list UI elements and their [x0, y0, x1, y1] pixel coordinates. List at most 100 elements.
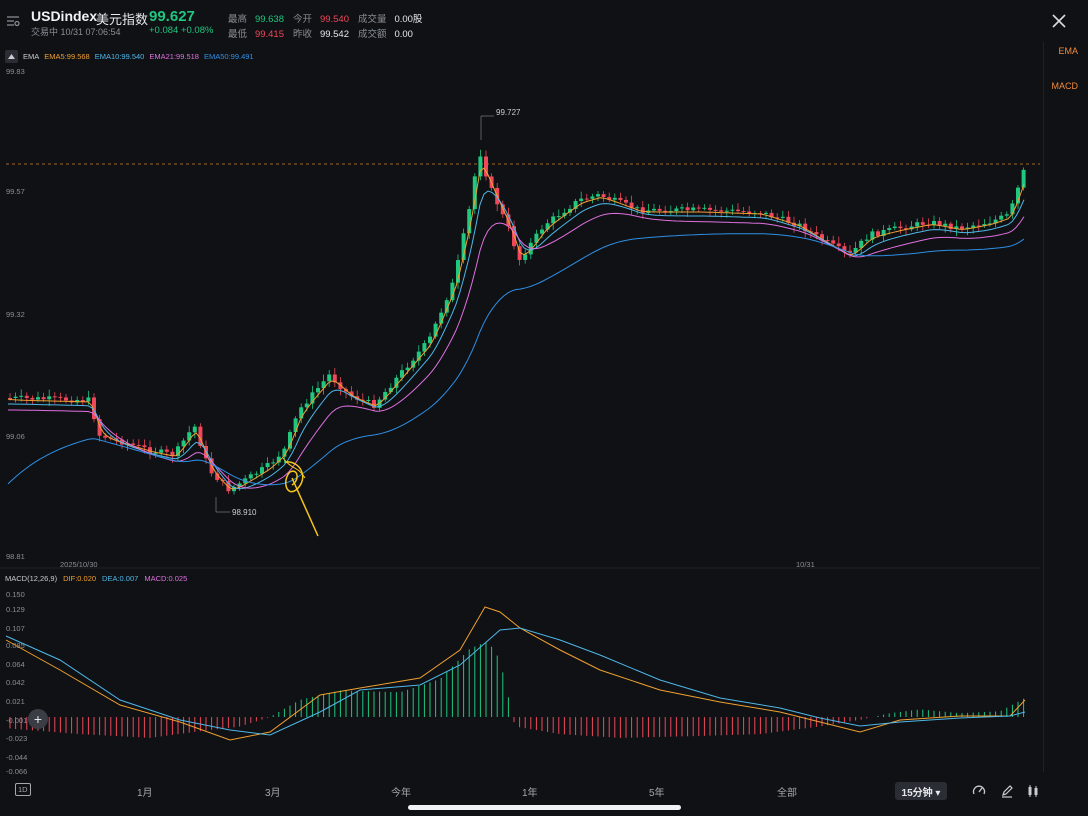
high-marker-label: 99.727	[496, 108, 521, 117]
candle	[271, 462, 276, 464]
candle	[276, 456, 281, 463]
period-all[interactable]: 全部	[777, 788, 797, 799]
candle	[103, 435, 108, 438]
candle	[372, 399, 376, 408]
side-divider	[1043, 42, 1044, 772]
candle	[327, 374, 332, 382]
candle	[164, 449, 169, 452]
candle	[584, 198, 589, 200]
candle	[444, 300, 449, 313]
candle	[730, 209, 735, 211]
scribble-annotation	[284, 461, 319, 537]
period-5y[interactable]: 5年	[649, 788, 665, 799]
candlestick-icon[interactable]	[1026, 784, 1040, 798]
period-1d[interactable]: 1D	[15, 783, 31, 796]
candle	[428, 336, 432, 344]
candle	[680, 207, 684, 209]
candle	[383, 391, 388, 400]
candle	[484, 156, 488, 177]
candle	[310, 392, 315, 404]
candle	[764, 212, 768, 214]
price-change: +0.084 +0.08%	[149, 25, 214, 36]
candle	[534, 233, 539, 243]
timeframe-select[interactable]: 15分钟 ▾	[895, 782, 947, 800]
price-tick: 99.32	[6, 310, 25, 319]
side-tab-macd[interactable]: MACD	[1051, 81, 1079, 91]
crosshair-add-button[interactable]: +	[28, 709, 48, 729]
candle	[41, 397, 46, 400]
candle	[904, 228, 908, 230]
candle	[159, 449, 164, 453]
stat-open: 今开 99.540	[293, 14, 349, 25]
candle	[629, 202, 634, 209]
candle	[411, 360, 416, 368]
candle	[299, 407, 304, 419]
period-1y[interactable]: 1年	[522, 788, 538, 799]
candle	[562, 212, 567, 217]
candle	[568, 208, 572, 213]
candle	[635, 207, 640, 209]
candle	[780, 216, 785, 218]
instrument-name: 美元指数	[96, 12, 149, 27]
candle	[797, 223, 802, 227]
candle	[1021, 169, 1026, 188]
candle	[237, 483, 242, 487]
candle	[836, 243, 841, 247]
candle	[853, 247, 858, 253]
candle	[30, 397, 35, 400]
candle	[685, 207, 690, 211]
candle	[176, 446, 180, 457]
price-tick: 98.81	[6, 552, 25, 561]
candle	[702, 207, 707, 209]
candle	[971, 225, 976, 228]
candle	[607, 197, 612, 200]
candle	[1004, 214, 1009, 216]
candle	[887, 228, 892, 231]
close-icon[interactable]	[1050, 12, 1068, 30]
stat-high: 最高 99.638	[228, 14, 284, 25]
candle	[618, 197, 623, 200]
period-1m[interactable]: 1月	[137, 788, 153, 799]
candle	[265, 463, 270, 468]
collapse-toggle-icon[interactable]	[5, 50, 18, 63]
candle	[898, 226, 903, 229]
scribble-annotation	[282, 457, 306, 479]
candle	[937, 221, 942, 226]
candle	[814, 232, 819, 235]
candle	[719, 210, 724, 212]
candle	[8, 398, 12, 399]
candle	[657, 208, 662, 211]
period-3m[interactable]: 3月	[265, 788, 281, 799]
candle	[545, 223, 550, 230]
candle	[170, 451, 175, 457]
candle	[58, 396, 63, 398]
gauge-icon[interactable]	[972, 784, 986, 798]
chart-canvas[interactable]: 99.727 98.910	[0, 0, 1040, 800]
candle	[825, 240, 830, 242]
candle	[52, 396, 57, 398]
candle	[876, 231, 880, 236]
candle	[736, 209, 740, 212]
candle	[988, 223, 992, 225]
candle	[601, 194, 606, 198]
list-toggle-icon[interactable]	[6, 14, 20, 28]
macd-tick: 0.021	[6, 697, 25, 706]
pen-icon[interactable]	[1000, 784, 1014, 798]
candle	[999, 215, 1004, 220]
ema-line	[8, 190, 1025, 490]
candle	[691, 207, 696, 211]
candle	[131, 443, 136, 445]
candle	[24, 395, 29, 398]
macd-tick: -0.044	[6, 753, 28, 762]
candle	[416, 351, 421, 361]
macd-tick: 0.042	[6, 678, 25, 687]
ema-line	[7, 167, 1025, 490]
side-tab-ema[interactable]: EMA	[1058, 46, 1078, 56]
candle	[551, 216, 556, 224]
candle	[394, 377, 399, 388]
candle	[864, 239, 869, 241]
ema-line	[8, 212, 1025, 489]
date-label: 2025/10/30	[60, 560, 98, 569]
period-ytd[interactable]: 今年	[391, 788, 411, 799]
candle	[153, 452, 158, 454]
